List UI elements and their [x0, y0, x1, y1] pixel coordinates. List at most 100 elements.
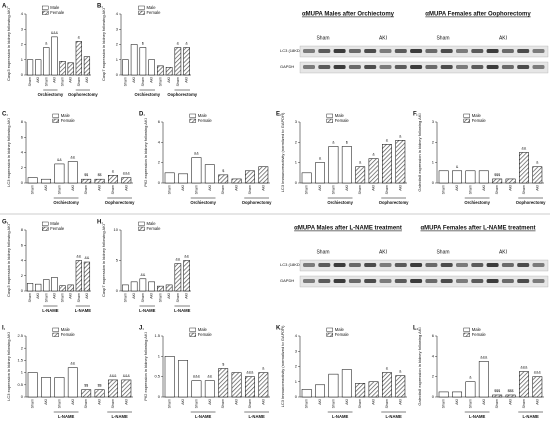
x-tick-label: AKI: [132, 77, 136, 83]
x-tick-label: AKI: [261, 399, 265, 405]
x-tick-label: AKI: [345, 399, 349, 405]
x-tick-label: AKI: [71, 399, 75, 405]
x-tick-label: Sham: [176, 77, 180, 86]
significance-mark: $$: [98, 173, 102, 177]
group-label: Orchiectomy: [190, 200, 216, 205]
panel-letter: D.: [139, 112, 145, 118]
significance-mark: &: [45, 42, 48, 46]
legend-label: Male: [61, 327, 71, 332]
bar: [59, 61, 66, 76]
x-tick-label: Sham: [194, 185, 198, 194]
legend-label: Female: [50, 10, 65, 15]
y-tick-label: 3: [21, 26, 24, 31]
x-tick-label: AKI: [69, 77, 73, 83]
bar: [83, 56, 91, 76]
y-tick-label: 0: [116, 72, 119, 77]
significance-mark: &&&: [246, 371, 254, 375]
significance-mark: &&: [85, 256, 90, 260]
panel-letter: G.: [2, 220, 9, 226]
legend-swatch: [42, 221, 49, 226]
x-tick-label: Sham: [358, 399, 362, 408]
bar: [41, 178, 51, 184]
significance-mark: &: [262, 367, 265, 371]
bar: [148, 59, 155, 76]
y-tick-label: 0: [432, 394, 435, 399]
x-tick-label: Sham: [176, 293, 180, 302]
blot-band: [440, 49, 453, 53]
blot-row-label: LC3 (18KD): [280, 262, 302, 267]
y-tick-label: 3: [432, 119, 435, 124]
blot-band: [379, 65, 392, 69]
panel-letter: K.: [276, 326, 282, 332]
bar: [67, 62, 74, 76]
lane-label: Sham: [316, 35, 329, 41]
lane-label: AKI: [379, 249, 387, 255]
legend-label: Male: [335, 327, 345, 332]
legend-swatch: [42, 5, 49, 10]
blot-band: [501, 65, 514, 69]
group-label: L-NAME: [75, 308, 91, 313]
bar: [164, 356, 175, 398]
blot-title: αMUPA Females after Oophorectomy: [425, 12, 531, 18]
group-label: Orchiectomy: [38, 92, 64, 97]
blot-band: [303, 263, 315, 267]
y-tick-label: 2: [295, 364, 298, 369]
significance-mark: &: [372, 153, 375, 157]
blot-band: [410, 65, 423, 69]
x-tick-label: AKI: [398, 185, 402, 191]
bar: [130, 44, 138, 76]
x-tick-label: Sham: [331, 399, 335, 408]
group-label: L-NAME: [111, 414, 127, 419]
bar: [26, 59, 34, 76]
blot-band: [440, 263, 453, 267]
x-tick-label: AKI: [185, 77, 189, 83]
y-tick-label: 5: [116, 258, 119, 263]
bar: [94, 389, 105, 398]
bar: [465, 381, 476, 398]
x-tick-label: AKI: [98, 185, 102, 191]
y-tick-label: 8: [21, 227, 24, 232]
bar: [191, 380, 202, 398]
y-axis-label: Casp7 expression in kidney following AKI: [101, 8, 106, 81]
panel-letter: F.: [413, 112, 418, 118]
x-tick-label: AKI: [345, 185, 349, 191]
legend-label: Female: [335, 332, 350, 337]
bar: [465, 170, 476, 184]
blot-band: [303, 49, 315, 53]
bar: [83, 261, 91, 292]
y-tick-label: 4: [295, 333, 298, 338]
significance-mark: $$: [84, 173, 88, 177]
x-tick-label: AKI: [181, 399, 185, 405]
bar: [35, 283, 42, 292]
legend-swatch: [326, 113, 333, 118]
y-tick-label: 1.5: [154, 333, 160, 338]
significance-mark: $$: [84, 384, 88, 388]
panel-letter: H.: [97, 220, 103, 226]
significance-mark: &&&: [123, 172, 131, 176]
blot-title: αMUPA Females after L-NAME treatment: [420, 226, 535, 232]
legend-swatch: [138, 5, 145, 10]
y-axis-label: P62 expression in kidney following AKI: [143, 332, 148, 400]
panel-letter: E.: [276, 112, 282, 118]
blot-band: [532, 263, 545, 267]
significance-mark: &: [177, 42, 180, 46]
blot-band: [486, 49, 499, 53]
x-tick-label: AKI: [509, 399, 513, 405]
lane-label: AKI: [499, 35, 507, 41]
blot-band: [471, 263, 484, 267]
x-tick-label: AKI: [235, 399, 239, 405]
x-tick-label: Sham: [522, 185, 526, 194]
y-tick-label: 6: [432, 333, 435, 338]
x-tick-label: Sham: [28, 293, 32, 302]
bar: [174, 263, 182, 292]
significance-mark: &&: [194, 152, 199, 156]
group-label: Oophorectomy: [167, 92, 197, 97]
x-tick-label: AKI: [235, 185, 239, 191]
y-tick-label: 0: [432, 180, 435, 185]
y-tick-label: 6: [158, 119, 161, 124]
group-label: L-NAME: [139, 308, 155, 313]
y-tick-label: 0: [158, 180, 161, 185]
x-tick-label: AKI: [150, 293, 154, 299]
legend-label: Female: [198, 332, 213, 337]
x-tick-label: Sham: [111, 399, 115, 408]
